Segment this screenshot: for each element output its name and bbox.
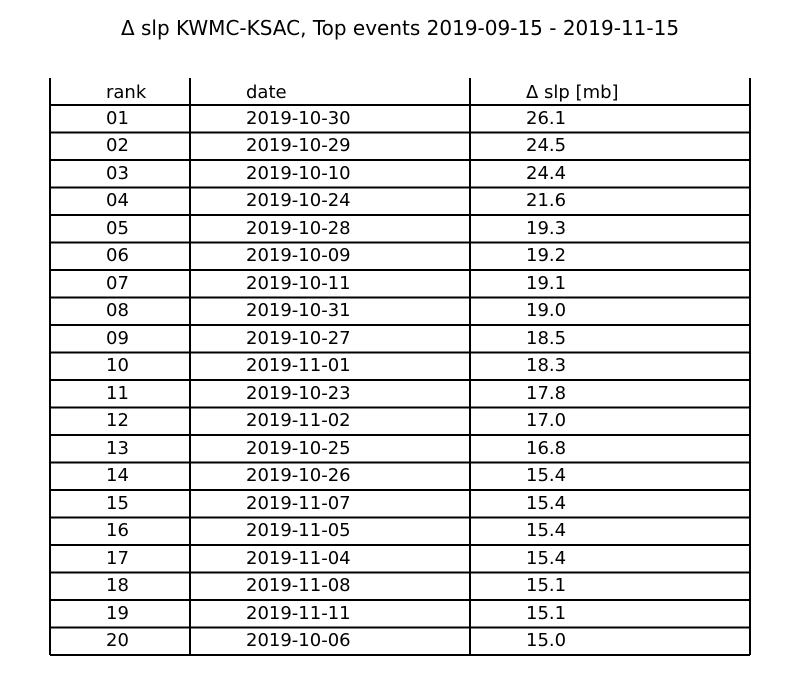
- table-cell: 2019-10-26: [246, 465, 351, 487]
- table-cell: 2019-10-09: [246, 245, 351, 267]
- table-cell: 16.8: [526, 437, 567, 459]
- table-cell: 2019-11-01: [246, 355, 351, 377]
- column-header: date: [246, 81, 287, 103]
- table-cell: 24.4: [526, 162, 567, 184]
- table-cell: 2019-10-28: [246, 217, 351, 239]
- table-cell: 13: [106, 437, 129, 459]
- table-cell: 2019-10-25: [246, 437, 351, 459]
- table-cell: 15.4: [526, 492, 567, 514]
- table-cell: 09: [106, 327, 129, 349]
- table-cell: 08: [106, 300, 129, 322]
- table-cell: 15.1: [526, 602, 567, 624]
- table-cell: 2019-11-08: [246, 575, 351, 597]
- table-cell: 2019-10-29: [246, 135, 351, 157]
- table-cell: 06: [106, 245, 129, 267]
- table-cell: 21.6: [526, 190, 567, 212]
- table-cell: 02: [106, 135, 129, 157]
- table-cell: 07: [106, 272, 129, 294]
- table-cell: 2019-10-30: [246, 107, 351, 129]
- table-cell: 2019-10-23: [246, 382, 351, 404]
- table-cell: 2019-10-31: [246, 300, 351, 322]
- table-cell: 2019-10-27: [246, 327, 351, 349]
- table-cell: 2019-11-02: [246, 410, 351, 432]
- table-cell: 12: [106, 410, 129, 432]
- table-cell: 2019-11-11: [246, 602, 351, 624]
- table-cell: 15.4: [526, 520, 567, 542]
- table-cell: 24.5: [526, 135, 567, 157]
- table-cell: 17: [106, 547, 129, 569]
- column-header: Δ slp [mb]: [526, 81, 619, 103]
- table-cell: 14: [106, 465, 129, 487]
- table-cell: 15.4: [526, 465, 567, 487]
- table-cell: 17.0: [526, 410, 567, 432]
- table-cell: 15.1: [526, 575, 567, 597]
- table-cell: 2019-11-05: [246, 520, 351, 542]
- table-cell: 18.3: [526, 355, 567, 377]
- table-cell: 2019-10-06: [246, 630, 351, 652]
- chart-title: Δ slp KWMC-KSAC, Top events 2019-09-15 -…: [120, 16, 680, 40]
- table-cell: 04: [106, 190, 129, 212]
- table-cell: 19.0: [526, 300, 567, 322]
- table-cell: 2019-10-11: [246, 272, 351, 294]
- table-cell: 15: [106, 492, 129, 514]
- table-cell: 15.0: [526, 630, 567, 652]
- table-cell: 26.1: [526, 107, 567, 129]
- table-cell: 18: [106, 575, 129, 597]
- table-cell: 19.3: [526, 217, 567, 239]
- table-grid-lines: [49, 78, 751, 656]
- table-cell: 11: [106, 382, 129, 404]
- events-table: rank date Δ slp [mb] 01 2019-10-30 26.1 02 2019…: [49, 78, 751, 657]
- table-cell: 2019-10-10: [246, 162, 351, 184]
- table-cell: 16: [106, 520, 129, 542]
- table-cell: 19: [106, 602, 129, 624]
- table-cell: 05: [106, 217, 129, 239]
- table-cell: 2019-11-04: [246, 547, 351, 569]
- table-cell: 2019-10-24: [246, 190, 351, 212]
- table-cell: 01: [106, 107, 129, 129]
- column-header: rank: [106, 81, 147, 103]
- table-cell: 03: [106, 162, 129, 184]
- table-cell: 19.1: [526, 272, 567, 294]
- table-cell: 18.5: [526, 327, 567, 349]
- table-cell: 2019-11-07: [246, 492, 351, 514]
- table-cell: 20: [106, 630, 129, 652]
- table-cell: 10: [106, 355, 129, 377]
- table-cell: 17.8: [526, 382, 567, 404]
- table-cell: 15.4: [526, 547, 567, 569]
- table-cell: 19.2: [526, 245, 567, 267]
